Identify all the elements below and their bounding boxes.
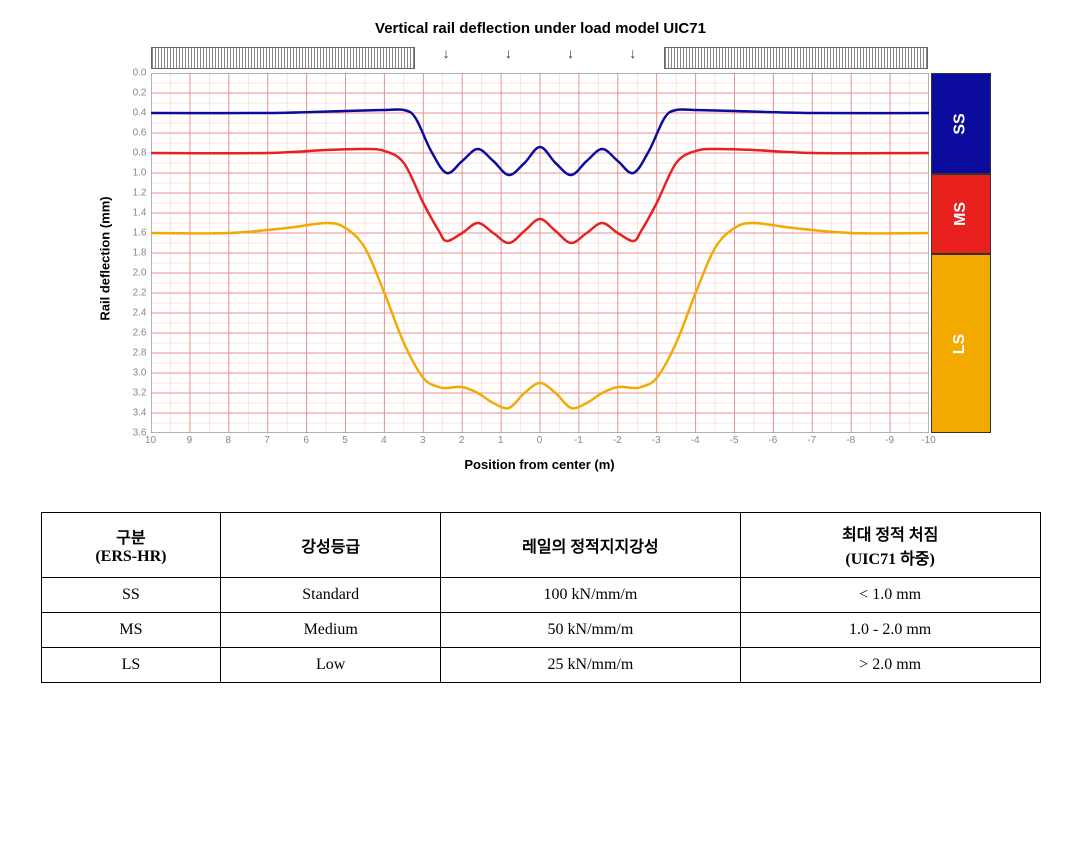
ytick: 2.2	[133, 288, 147, 299]
load-arrow-icon: ↓	[567, 45, 574, 61]
table-cell: < 1.0 mm	[740, 578, 1040, 613]
load-arrow-icon: ↓	[629, 45, 636, 61]
xtick: 9	[187, 435, 193, 446]
ytick: 0.2	[133, 88, 147, 99]
ytick: 0.0	[133, 68, 147, 79]
xtick: 2	[459, 435, 465, 446]
ylabel-wrap: Rail deflection (mm)	[91, 45, 121, 472]
table-body: SSStandard100 kN/mm/m< 1.0 mmMSMedium50 …	[41, 578, 1040, 683]
xtick: -8	[846, 435, 855, 446]
xtick: -5	[730, 435, 739, 446]
xtick: 1	[498, 435, 504, 446]
xlabel: Position from center (m)	[151, 457, 929, 472]
table-col-header: 구분(ERS-HR)	[41, 513, 221, 578]
ytick: 2.6	[133, 328, 147, 339]
load-block	[151, 47, 416, 69]
xtick: 10	[145, 435, 156, 446]
table-row: MSMedium50 kN/mm/m1.0 - 2.0 mm	[41, 613, 1040, 648]
load-arrow-icon: ↓	[505, 45, 512, 61]
table-cell: SS	[41, 578, 221, 613]
table-row: LSLow25 kN/mm/m> 2.0 mm	[41, 648, 1040, 683]
ytick: 2.0	[133, 268, 147, 279]
ytick: 1.2	[133, 188, 147, 199]
plot-wrap: ↓↓↓↓ 109876543210-1-2-3-4-5-6-7-8-9-10 P…	[151, 45, 929, 472]
ytick: 2.8	[133, 348, 147, 359]
xtick: -4	[691, 435, 700, 446]
xtick: -3	[652, 435, 661, 446]
xtick: -6	[768, 435, 777, 446]
ylabel: Rail deflection (mm)	[98, 196, 113, 320]
load-block	[664, 47, 929, 69]
table-cell: 100 kN/mm/m	[441, 578, 741, 613]
table-cell: Low	[221, 648, 441, 683]
ytick: 0.4	[133, 108, 147, 119]
ytick: 3.0	[133, 368, 147, 379]
ytick: 3.2	[133, 388, 147, 399]
ytick: 2.4	[133, 308, 147, 319]
chart-title: Vertical rail deflection under load mode…	[91, 20, 991, 37]
xtick: 7	[264, 435, 270, 446]
table-col-header: 레일의 정적지지강성	[441, 513, 741, 578]
ytick: 0.8	[133, 148, 147, 159]
table-row: SSStandard100 kN/mm/m< 1.0 mm	[41, 578, 1040, 613]
table-cell: 25 kN/mm/m	[441, 648, 741, 683]
plot	[151, 73, 929, 433]
table-col-header: 강성등급	[221, 513, 441, 578]
ytick: 1.6	[133, 228, 147, 239]
legend-column: SSMSLS	[931, 73, 991, 433]
xtick: -7	[807, 435, 816, 446]
ytick: 1.4	[133, 208, 147, 219]
load-row: ↓ ↓ ↓ ↓	[151, 45, 929, 73]
table-cell: 1.0 - 2.0 mm	[740, 613, 1040, 648]
xtick: -1	[574, 435, 583, 446]
xtick: 8	[226, 435, 232, 446]
legend-MS: MS	[931, 174, 991, 254]
ytick-column: 0.0 0.2 0.4 0.6 0.8 1.0 1.2 1.4 1.6 1.8 2.0 2.2 2.4 2…	[121, 45, 151, 433]
xtick: 6	[303, 435, 309, 446]
xtick: 4	[381, 435, 387, 446]
plot-svg	[151, 73, 929, 433]
table-cell: 50 kN/mm/m	[441, 613, 741, 648]
table-header-row: 구분(ERS-HR)강성등급레일의 정적지지강성최대 정적 처짐(UIC71 하…	[41, 513, 1040, 578]
ytick: 1.0	[133, 168, 147, 179]
xtick: -9	[885, 435, 894, 446]
chart-area: Rail deflection (mm) 0.0 0.2 0.4 0.6 0.8 1.0 1…	[91, 45, 991, 472]
xtick: -2	[613, 435, 622, 446]
xtick: 5	[342, 435, 348, 446]
ytick: 1.8	[133, 248, 147, 259]
table-cell: Standard	[221, 578, 441, 613]
load-arrow-icon: ↓	[443, 45, 450, 61]
legend-SS: SS	[931, 73, 991, 174]
chart-container: Vertical rail deflection under load mode…	[91, 20, 991, 472]
xtick: 3	[420, 435, 426, 446]
ytick: 3.4	[133, 408, 147, 419]
table-cell: MS	[41, 613, 221, 648]
xtick: 0	[537, 435, 543, 446]
ytick: 0.6	[133, 128, 147, 139]
xtick-row: 109876543210-1-2-3-4-5-6-7-8-9-10	[151, 433, 929, 453]
table-cell: Medium	[221, 613, 441, 648]
table-col-header: 최대 정적 처짐(UIC71 하중)	[740, 513, 1040, 578]
legend-LS: LS	[931, 254, 991, 433]
xtick: -10	[921, 435, 935, 446]
table-cell: LS	[41, 648, 221, 683]
table-cell: > 2.0 mm	[740, 648, 1040, 683]
stiffness-table: 구분(ERS-HR)강성등급레일의 정적지지강성최대 정적 처짐(UIC71 하…	[41, 512, 1041, 683]
